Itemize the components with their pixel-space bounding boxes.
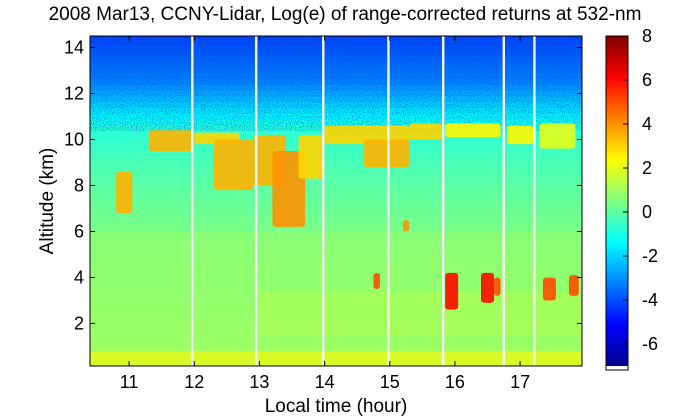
colorbar-tick-label: 0 xyxy=(642,202,652,222)
data-gap xyxy=(254,36,258,366)
altitude-band xyxy=(90,216,582,223)
cloud-layer xyxy=(539,123,576,149)
y-tick-label: 14 xyxy=(64,37,84,57)
colorbar-ticks: 8 6 4 2 0 -2 -4 -6 xyxy=(623,26,658,354)
cloud-layer xyxy=(494,277,501,296)
altitude-band xyxy=(90,210,582,218)
x-axis-label: Local time (hour) xyxy=(265,396,408,417)
layers-group xyxy=(90,123,582,365)
altitude-band xyxy=(90,153,582,160)
altitude-band xyxy=(90,182,582,189)
altitude-band xyxy=(90,228,582,235)
colorbar-tick-label: 8 xyxy=(642,26,652,46)
y-tick-label: 4 xyxy=(74,267,84,287)
y-tick-label: 10 xyxy=(64,129,84,149)
x-tick-label: 17 xyxy=(510,372,530,392)
data-gap xyxy=(191,36,194,366)
colorbar-ramp xyxy=(606,36,628,366)
cloud-layer xyxy=(402,219,410,232)
colorbar-tick-label: 2 xyxy=(642,158,652,178)
altitude-band xyxy=(90,164,582,172)
cloud-layer xyxy=(568,275,579,296)
data-gap xyxy=(533,36,536,366)
altitude-band xyxy=(90,222,582,229)
noise-speckle xyxy=(90,36,582,131)
altitude-band xyxy=(90,141,582,149)
cloud-layer xyxy=(148,130,195,151)
data-gaps-group xyxy=(191,36,536,366)
data-gap xyxy=(387,36,390,366)
cloud-layer xyxy=(409,123,442,140)
colorbar-tick-label: -6 xyxy=(642,334,658,354)
altitude-band xyxy=(90,147,582,154)
y-tick-label: 8 xyxy=(74,175,84,195)
colorbar-frame xyxy=(605,35,629,371)
x-tick-label: 16 xyxy=(445,372,465,392)
cloud-layer xyxy=(480,272,495,303)
y-tick-label: 2 xyxy=(74,313,84,333)
y-axis: 2 4 6 8 10 12 14 xyxy=(64,37,582,333)
data-gap xyxy=(441,36,445,366)
data-gap xyxy=(322,36,325,366)
colorbar-tick-label: 6 xyxy=(642,70,652,90)
colorbar-tick-label: -2 xyxy=(642,246,658,266)
chart-title: 2008 Mar13, CCNY-Lidar, Log(e) of range-… xyxy=(49,4,642,25)
data-gap xyxy=(502,36,506,366)
y-tick-label: 6 xyxy=(74,221,84,241)
x-tick-label: 11 xyxy=(120,372,139,392)
cloud-layer xyxy=(445,123,501,138)
altitude-band xyxy=(90,170,582,177)
aerosol-layer xyxy=(259,291,582,335)
altitude-band xyxy=(90,199,582,206)
altitude-band xyxy=(90,205,582,212)
x-tick-label: 12 xyxy=(184,372,204,392)
cloud-layer xyxy=(298,134,325,179)
altitude-band xyxy=(90,176,582,183)
plot-frame xyxy=(89,35,583,367)
y-axis-label: Altitude (km) xyxy=(37,148,58,255)
altitude-band xyxy=(90,187,582,195)
x-tick-label: 13 xyxy=(249,372,269,392)
x-axis: 11 12 13 14 15 16 17 xyxy=(120,36,530,392)
cloud-layer xyxy=(373,272,380,289)
cloud-layer xyxy=(542,277,556,301)
altitude-band xyxy=(90,159,582,166)
cloud-layer xyxy=(213,139,253,191)
cloud-layer xyxy=(507,125,534,145)
cloud-layer xyxy=(445,272,459,310)
altitude-band xyxy=(90,193,582,200)
cloud-layer xyxy=(116,171,133,214)
x-tick-label: 15 xyxy=(380,372,400,392)
heatmap-plot-area xyxy=(90,36,582,366)
colorbar: 8 6 4 2 0 -2 -4 -6 xyxy=(605,26,658,371)
colorbar-tick-label: 4 xyxy=(642,114,652,134)
colorbar-tick-label: -4 xyxy=(642,290,658,310)
x-tick-label: 14 xyxy=(315,372,335,392)
aerosol-layer xyxy=(90,351,582,365)
cloud-layer xyxy=(363,139,410,168)
cloud-layer xyxy=(272,150,306,227)
y-tick-label: 12 xyxy=(64,83,84,103)
